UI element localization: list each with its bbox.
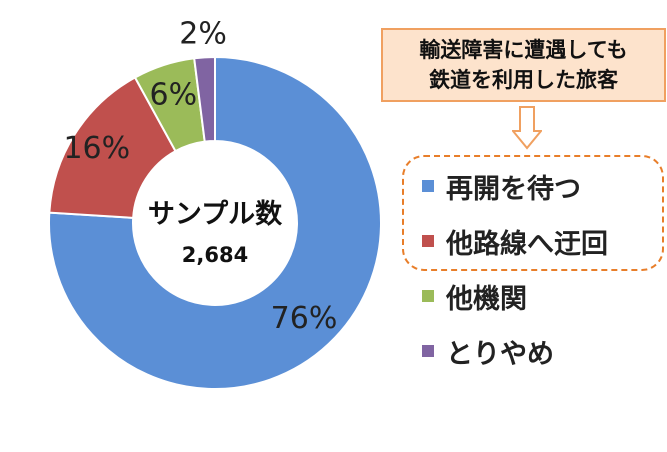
legend-label: 他機関 [446,283,527,315]
slice-value-labels: 76% 16% 6% 2% [63,16,337,335]
legend-item-cancel: とりやめ [422,331,554,371]
legend-label: とりやめ [446,338,554,370]
callout-line-1: 輸送障害に遭遇しても [419,38,628,62]
slice-value-label-2: 16% [63,131,130,166]
donut-slice-4 [193,55,216,143]
callout-line-2: 鉄道を利用した旅客 [429,68,618,92]
callout-box: 輸送障害に遭遇しても 鉄道を利用した旅客 [381,28,666,102]
slice-value-label-3: 6% [149,78,197,113]
legend-swatch [422,290,434,302]
legend-item-other-transport: 他機関 [422,276,527,316]
center-sample-count: 2,684 [182,243,248,267]
legend-swatch [422,345,434,357]
donut-slices [48,55,382,390]
legend-label: 再開を待つ [446,173,581,205]
legend-swatch [422,180,434,192]
dashed-group-box [402,155,664,271]
legend-item-detour: 他路線へ迂回 [422,221,608,261]
legend-item-wait: 再開を待つ [422,166,581,206]
donut-slice-1 [48,55,382,390]
donut-slice-2 [48,76,177,219]
down-arrow-icon [512,106,542,150]
legend-swatch [422,235,434,247]
legend-label: 他路線へ迂回 [446,228,608,260]
center-title: サンプル数 [148,199,283,230]
slice-value-label-4: 2% [179,16,227,51]
slice-value-label-1: 76% [271,301,338,336]
